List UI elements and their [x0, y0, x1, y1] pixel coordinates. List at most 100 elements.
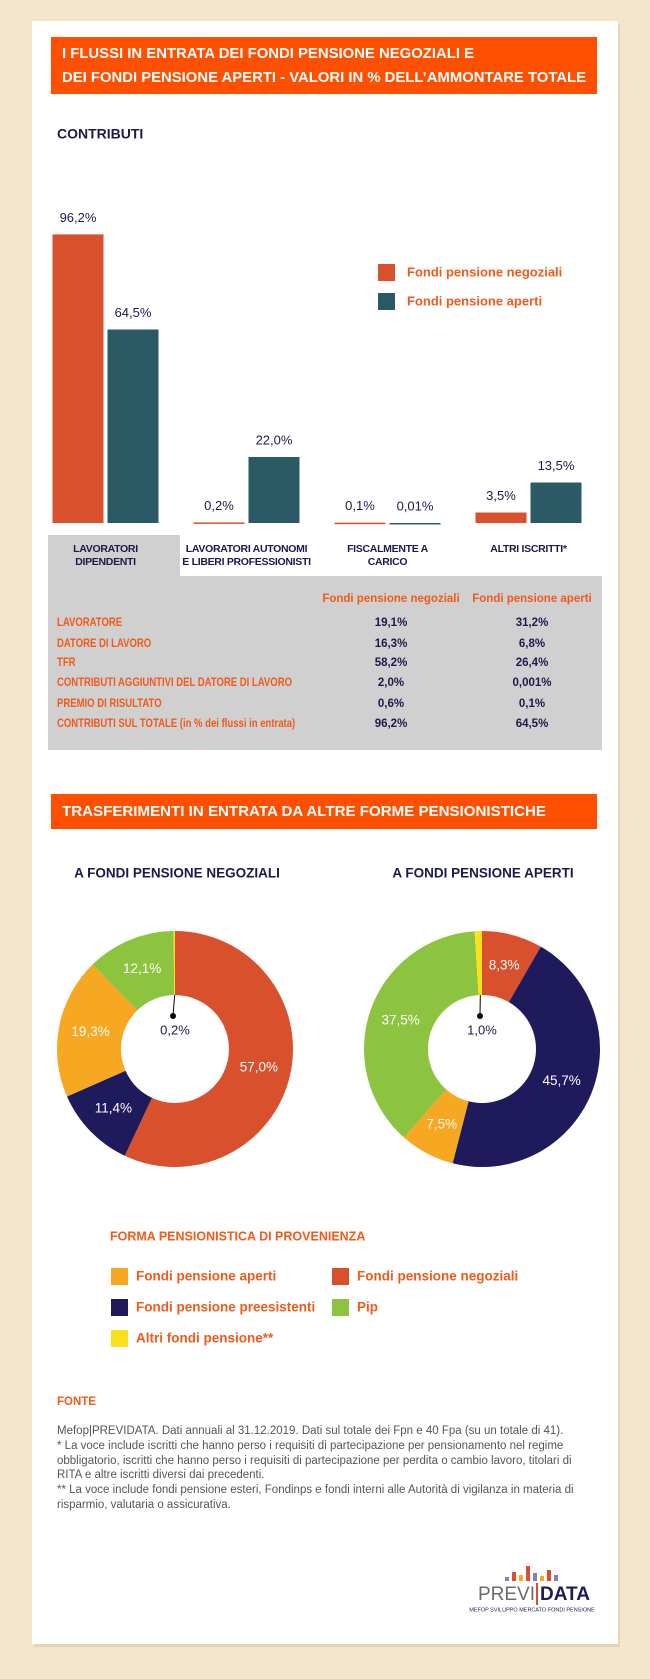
x-tick-label: ALTRI ISCRITTI* — [490, 543, 567, 555]
leader-dot — [170, 1013, 176, 1019]
x-tick-label: LAVORATORI DIPENDENTI — [73, 543, 138, 568]
legend-swatch — [332, 1268, 349, 1285]
bar — [475, 512, 527, 523]
table-row-label: DATORE DI LAVORO — [57, 637, 151, 650]
table-cell: 26,4% — [516, 657, 549, 669]
donut-segment — [173, 931, 175, 996]
table-cell: 0,001% — [512, 677, 551, 689]
value-label: 3,5% — [486, 488, 516, 503]
bar — [530, 482, 582, 523]
donut-segment — [92, 931, 175, 1011]
value-label: 96,2% — [60, 210, 97, 225]
donut-segment — [364, 931, 479, 1138]
chart-title: A FONDI PENSIONE NEGOZIALI — [74, 866, 280, 881]
card — [32, 21, 618, 1644]
table: Fondi pensione negoziali Fondi pensione a… — [57, 593, 592, 730]
x-tick-label: FISCALMENTE A CARICO — [347, 543, 428, 568]
table-row-label: CONTRIBUTI AGGIUNTIVI DEL DATORE DI LAVO… — [57, 676, 292, 689]
bar — [107, 329, 159, 523]
table-cell: 6,8% — [519, 638, 545, 650]
logo-right: DATA — [540, 1584, 590, 1605]
donut-segment — [403, 1089, 469, 1164]
donut-segment — [474, 931, 482, 996]
logo-bars — [505, 1566, 558, 1605]
bar — [52, 234, 104, 523]
legend-label: Altri fondi pensione** — [136, 1331, 274, 1346]
table-cell: 19,1% — [375, 617, 408, 629]
category-highlight — [48, 535, 180, 576]
table-cell: 16,3% — [375, 638, 408, 650]
value-label: 1,0% — [467, 1022, 497, 1037]
table-cell: 0,6% — [378, 698, 404, 710]
table-cell: 0,1% — [519, 698, 545, 710]
section-title: TRASFERIMENTI IN ENTRATA DA ALTRE FORME … — [62, 803, 546, 820]
table-cell: 31,2% — [516, 617, 549, 629]
legend-swatch — [111, 1268, 128, 1285]
legend-label: Pip — [357, 1300, 378, 1315]
section-banner — [51, 794, 597, 829]
bar — [334, 522, 386, 525]
legend-swatch — [378, 293, 395, 310]
value-label: 11,4% — [95, 1101, 132, 1116]
legend-label: Fondi pensione negoziali — [407, 264, 562, 279]
legend-label: Fondi pensione negoziali — [357, 1269, 518, 1284]
bar — [193, 522, 245, 524]
value-label: 45,7% — [543, 1073, 581, 1088]
chart-title: A FONDI PENSIONE APERTI — [392, 866, 573, 881]
title-banner — [51, 37, 597, 94]
value-label: 0,2% — [204, 498, 234, 513]
value-label: 57,0% — [240, 1059, 278, 1074]
value-label: 19,3% — [71, 1024, 109, 1039]
table-cell: 2,0% — [378, 677, 404, 689]
logo-tagline: MEFOP SVILUPPO MERCATO FONDI PENSIONE — [469, 1607, 595, 1613]
leader-line — [172, 994, 176, 1017]
donut-segment — [452, 946, 600, 1167]
value-label: 12,1% — [123, 961, 161, 976]
chart-title: CONTRIBUTI — [57, 126, 143, 142]
title-line: DEI FONDI PENSIONE APERTI - VALORI IN % … — [62, 69, 586, 86]
value-label: 37,5% — [381, 1013, 419, 1028]
legend-swatch — [111, 1299, 128, 1316]
value-label: 0,2% — [160, 1022, 190, 1037]
value-label: 0,01% — [397, 498, 434, 513]
value-label: 13,5% — [538, 458, 575, 473]
source-text: Mefop|PREVIDATA. Dati annuali al 31.12.2… — [57, 1425, 564, 1437]
logo-left: PREVI — [478, 1584, 535, 1605]
source-text: ** La voce include fondi pensione esteri… — [57, 1484, 574, 1511]
table-cell: 58,2% — [375, 657, 408, 669]
value-label: 64,5% — [115, 305, 152, 320]
table-row-label: LAVORATORE — [57, 616, 122, 629]
table-row-label: TFR — [57, 656, 76, 669]
legend-swatch — [378, 264, 395, 281]
table-bg — [48, 576, 602, 750]
table-cell: 64,5% — [516, 718, 549, 730]
bar — [389, 522, 441, 525]
title-line: I FLUSSI IN ENTRATA DEI FONDI PENSIONE N… — [62, 45, 474, 62]
legend-title: FORMA PENSIONISTICA DI PROVENIENZA — [110, 1229, 365, 1243]
donut-segment — [67, 1070, 153, 1156]
value-label: 7,5% — [426, 1117, 457, 1132]
legend-label: Fondi pensione aperti — [407, 293, 542, 308]
legend-label: Fondi pensione aperti — [136, 1269, 276, 1284]
table-row-label: PREMIO DI RISULTATO — [57, 697, 162, 710]
source-text: * La voce include iscritti che hanno per… — [57, 1440, 572, 1481]
donut-segment — [124, 931, 294, 1167]
value-label: 22,0% — [256, 432, 293, 447]
value-label: 0,1% — [345, 498, 375, 513]
table-cell: 96,2% — [375, 718, 408, 730]
leader-dot — [477, 1013, 483, 1019]
donut-segment — [56, 964, 138, 1097]
source-heading: FONTE — [57, 1396, 96, 1408]
value-label: 8,3% — [489, 957, 520, 972]
legend-label: Fondi pensione preesistenti — [136, 1300, 315, 1315]
legend-swatch — [332, 1299, 349, 1316]
table-header: Fondi pensione negoziali — [322, 593, 459, 605]
x-tick-label: LAVORATORI AUTONOMI E LIBERI PROFESSIONI… — [182, 543, 311, 568]
table-header: Fondi pensione aperti — [472, 593, 591, 605]
bar — [248, 457, 300, 523]
donut-segment — [482, 931, 541, 1003]
table-row-label: CONTRIBUTI SUL TOTALE (in % dei flussi i… — [57, 717, 295, 730]
legend-swatch — [111, 1330, 128, 1347]
